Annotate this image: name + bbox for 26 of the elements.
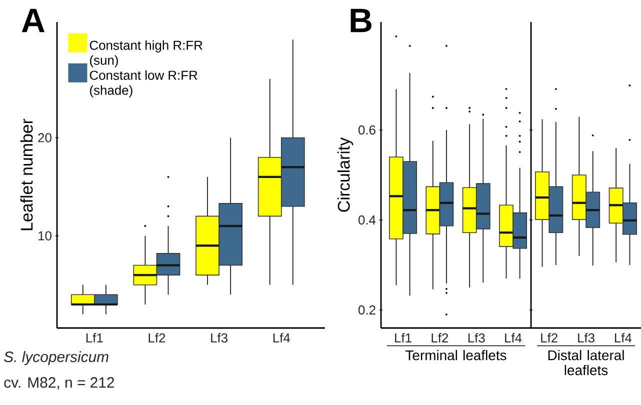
chart-title: B: [350, 8, 372, 32]
x-tick-label: Lf1: [395, 333, 412, 342]
x-tick-label: Lf2: [148, 333, 166, 342]
y-tick-label: 0.6: [358, 125, 376, 135]
text: S. lycopersicum: [4, 351, 108, 366]
x-tick-label: Lf1: [86, 333, 103, 342]
legend-label: Constant high R:FR (sun): [90, 40, 202, 68]
y-axis-title: Leaflet number: [20, 118, 33, 230]
y-tick-label: 0.4: [358, 215, 376, 225]
x-tick-label: Lf4: [505, 333, 522, 342]
text: cv. M82, n = 212: [4, 377, 114, 390]
chart-title: A: [22, 8, 45, 32]
x-tick-label: Lf2: [541, 333, 558, 342]
x-tick-label: Lf4: [614, 333, 632, 342]
x-tick-label: Lf2: [432, 333, 448, 342]
x-tick-label: Lf3: [468, 333, 485, 343]
x-tick-label: Lf4: [273, 333, 290, 342]
y-tick-label: 10: [38, 231, 52, 240]
x-tick-label: Lf3: [211, 333, 228, 343]
legend-label: Constant low R:FR (shade): [90, 70, 198, 98]
x-axis-title: Distal lateral leaflets: [548, 350, 624, 376]
y-tick-label: 20: [38, 133, 52, 142]
y-tick-label: 0.2: [358, 305, 376, 315]
x-axis-title: Terminal leaflets: [406, 350, 506, 360]
x-tick-label: Lf3: [578, 333, 594, 343]
y-axis-title: Circularity: [337, 137, 354, 212]
